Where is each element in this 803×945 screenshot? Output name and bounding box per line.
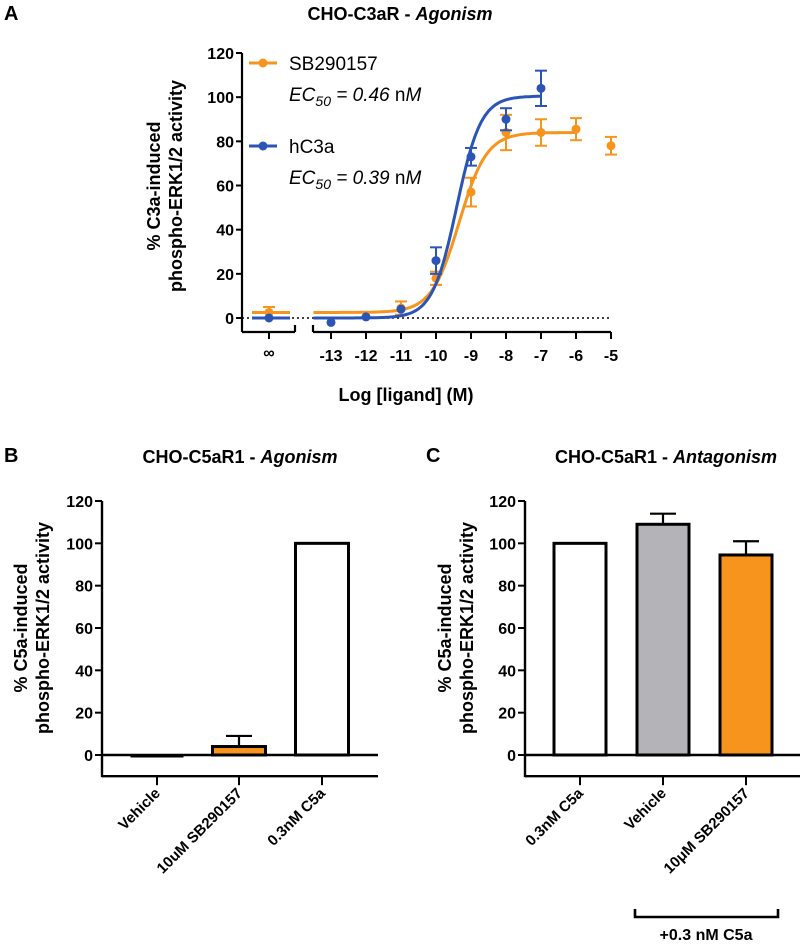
bar-b-1 [211, 745, 267, 757]
panel-a-y-tick-label: 80 [216, 134, 234, 151]
legend-label-hc3a: hC3a [289, 137, 335, 158]
panel-a-y-tick-label: 60 [216, 179, 234, 196]
data-point-sb290157 [536, 128, 546, 137]
panel-a-x-tick-label: -7 [534, 348, 548, 365]
bar-c-0 [552, 541, 608, 757]
panel-b-y-tick-label: 20 [75, 706, 93, 723]
data-point-sb290157 [571, 124, 581, 134]
panel-b-y-tick-label: 60 [75, 621, 93, 638]
panel-a-y-tick-label: 20 [216, 267, 234, 284]
panel-b-ylabel: % C5a-induced phospho-ERK1/2 activity [11, 522, 53, 734]
panel-b-y-tick-label: 80 [75, 579, 93, 596]
panel-c-y-tick-label: 60 [498, 621, 516, 638]
panel-c-ylabel: % C5a-induced phospho-ERK1/2 activity [435, 522, 477, 734]
panel-a-title: CHO-C3aR - Agonism [307, 4, 492, 24]
panel-c-y-tick-label: 120 [489, 494, 516, 511]
panel-b-title: CHO-C5aR1 - Agonism [142, 447, 337, 467]
panel-a-y-tick-label: 0 [225, 311, 234, 328]
panel-c-ylabel-line1: % C5a-induced [435, 563, 455, 692]
fit-curve-hc3a [313, 94, 541, 320]
panel-b-y-tick-label: 40 [75, 663, 93, 680]
data-point-hc3a [361, 312, 371, 322]
panel-c-bracket-label: +0.3 nM C5a [660, 927, 753, 944]
panel-b-y-tick-label: 0 [84, 748, 93, 765]
panel-b-ylabel-line1: % C5a-induced [11, 563, 31, 692]
panel-a-x-tick-label: -8 [499, 348, 513, 365]
panel-letter-b: B [4, 445, 18, 467]
panel-a-x-tick-label: -10 [424, 348, 447, 365]
panel-c-y-tick-label: 20 [498, 706, 516, 723]
data-point-hc3a [326, 317, 336, 327]
data-point-hc3a [396, 304, 406, 314]
panel-a-x-tick-label-infinity: ∞ [263, 345, 274, 362]
panel-c-y-tick-label: 100 [489, 536, 516, 553]
data-point-sb290157 [466, 187, 476, 197]
legend-marker-sb290157 [258, 58, 268, 68]
panel-c-category-label: 10μM SB290157 [661, 785, 753, 877]
panel-a-x-tick-label: -12 [354, 348, 377, 365]
panel-c-y-tick-label: 40 [498, 663, 516, 680]
panel-a-ylabel-line1: % C3a-induced [144, 121, 164, 250]
panel-c-ylabel-line2: phospho-ERK1/2 activity [457, 522, 477, 734]
panel-a-title-main: CHO-C3aR - [307, 4, 415, 24]
panel-c-y-tick-label: 0 [507, 748, 516, 765]
panel-b-ylabel-line2: phospho-ERK1/2 activity [33, 522, 53, 734]
panel-c-title: CHO-C5aR1 - Antagonism [555, 447, 777, 467]
legend-ec50-sb290157: EC50 = 0.46 nM [289, 85, 421, 109]
panel-a-y-tick-label: 120 [207, 46, 234, 63]
data-point-hc3a-baseline [264, 313, 274, 323]
panel-a-legend: SB290157 EC50 = 0.46 nM hC3a EC50 = 0.39… [249, 54, 421, 192]
legend-ec50-hc3a: EC50 = 0.39 nM [289, 168, 421, 192]
legend-label-sb290157: SB290157 [289, 54, 378, 75]
data-point-hc3a [536, 83, 546, 93]
panel-letter-a: A [4, 3, 18, 25]
panel-a-xlabel: Log [ligand] (M) [339, 385, 474, 405]
panel-a-x-tick-label: -9 [464, 348, 478, 365]
bar-b-0 [130, 755, 184, 758]
panel-a-x-tick-label: -11 [390, 348, 412, 365]
data-point-hc3a [466, 152, 476, 162]
data-point-hc3a [431, 256, 441, 266]
panel-b-y-tick-label: 120 [66, 494, 93, 511]
panel-a-x-tick-label: -13 [319, 348, 342, 365]
panel-b-y-tick-label: 100 [66, 536, 93, 553]
panel-c-category-label: Vehicle [621, 785, 670, 834]
panel-b-category-label: 10uM SB290157 [154, 785, 246, 877]
panel-a-ylabel: % C3a-induced phospho-ERK1/2 activity [144, 80, 186, 292]
panel-c-bracket [633, 909, 780, 919]
panel-a-ylabel-line2: phospho-ERK1/2 activity [166, 80, 186, 292]
legend-marker-hc3a [258, 141, 268, 151]
panel-b-category-label: 0.3nM C5a [264, 785, 329, 850]
panel-c-category-label: 0.3nM C5a [522, 785, 587, 850]
bar-c-1 [635, 522, 691, 757]
panel-a-y-tick-label: 100 [207, 90, 234, 107]
series-hc3a [252, 69, 547, 327]
panel-a-x-tick-label: -5 [604, 348, 618, 365]
bar-b-2 [294, 541, 350, 757]
data-point-sb290157 [606, 141, 616, 151]
panel-letter-c: C [426, 445, 440, 467]
panel-b-category-label: Vehicle [115, 785, 164, 834]
fit-curve-sb290157 [313, 131, 576, 314]
data-point-hc3a [501, 114, 511, 124]
panel-c-y-tick-label: 80 [498, 579, 516, 596]
panel-a-title-italic: Agonism [415, 4, 493, 24]
panel-a-y-tick-label: 40 [216, 223, 234, 240]
bar-c-2 [718, 553, 774, 757]
panel-a-x-tick-label: -6 [569, 348, 583, 365]
